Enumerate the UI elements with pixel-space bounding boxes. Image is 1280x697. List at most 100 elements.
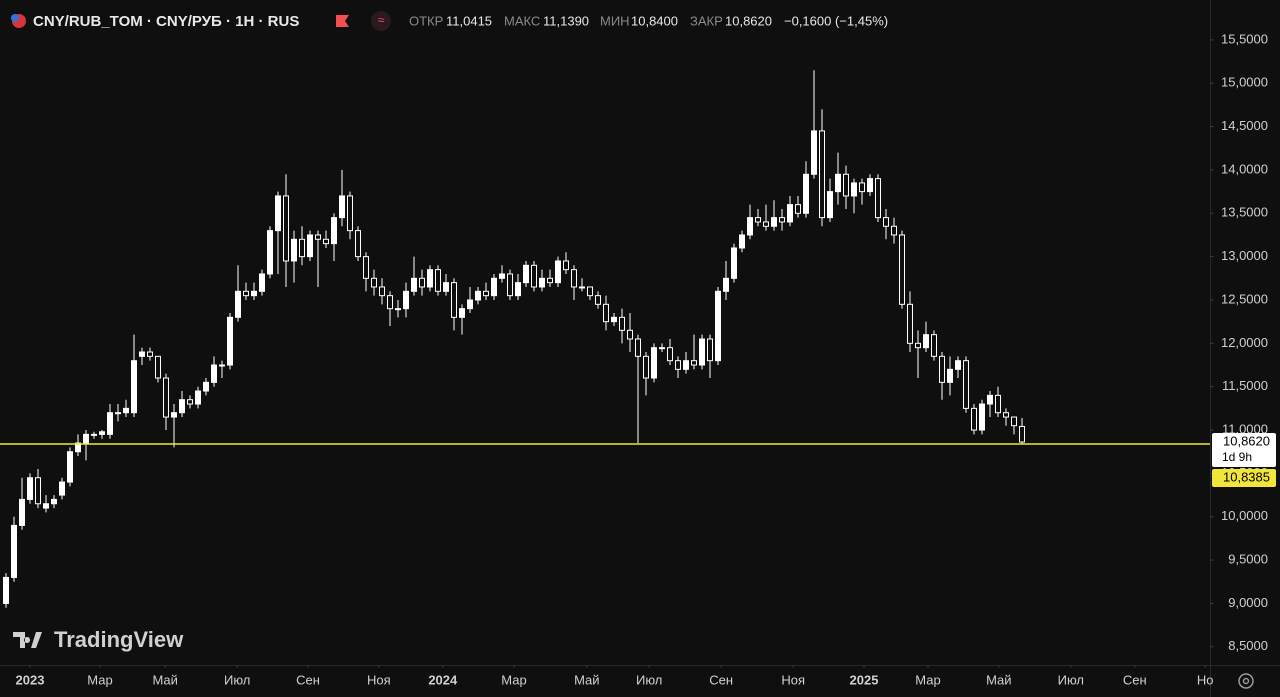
indicator-icon bbox=[371, 11, 391, 31]
candle-body bbox=[339, 195, 345, 219]
candle-body bbox=[627, 329, 633, 340]
x-tick-label: Сен bbox=[709, 672, 733, 687]
flag-icon bbox=[336, 15, 349, 27]
x-tick-label: Но bbox=[1197, 672, 1214, 687]
y-tick-label: 13,0000 bbox=[1221, 248, 1268, 263]
settings-icon[interactable] bbox=[1242, 677, 1250, 685]
x-tick-label: Ноя bbox=[781, 672, 805, 687]
candle-body bbox=[531, 264, 537, 288]
x-tick-label: Ноя bbox=[367, 672, 391, 687]
candle-body bbox=[739, 234, 745, 249]
symbol-icon bbox=[11, 14, 19, 22]
candle-body bbox=[971, 407, 977, 431]
candle-body bbox=[779, 217, 785, 223]
last-price-box bbox=[1212, 433, 1276, 468]
candle-body bbox=[259, 273, 265, 292]
x-tick-label: Июл bbox=[224, 672, 250, 687]
y-tick-label: 13,5000 bbox=[1221, 205, 1268, 220]
settings-icon[interactable] bbox=[1238, 673, 1254, 689]
candle-body bbox=[955, 360, 961, 370]
candle-body bbox=[675, 360, 681, 370]
candle-body bbox=[67, 451, 73, 483]
candle-body bbox=[699, 338, 705, 366]
candle-body bbox=[307, 234, 313, 258]
candle-body bbox=[659, 347, 665, 350]
candle-body bbox=[387, 295, 393, 310]
candle-body bbox=[443, 282, 449, 292]
candle-body bbox=[155, 355, 161, 379]
candle-body bbox=[947, 368, 953, 383]
indicator-icon-glyph: ≈ bbox=[378, 13, 385, 27]
candle-body bbox=[51, 498, 57, 505]
candle-body bbox=[811, 130, 817, 175]
candle-body bbox=[275, 195, 281, 232]
candle-body bbox=[707, 338, 713, 362]
candle-body bbox=[99, 431, 105, 435]
y-tick-label: 12,0000 bbox=[1221, 335, 1268, 350]
candle-body bbox=[347, 195, 353, 232]
candle-body bbox=[755, 217, 761, 223]
y-tick-label: 11,5000 bbox=[1222, 378, 1268, 393]
candle-body bbox=[555, 260, 561, 284]
candle-body bbox=[131, 360, 137, 414]
y-tick-label: 15,5000 bbox=[1221, 31, 1268, 46]
x-tick-label: 2023 bbox=[16, 672, 45, 687]
ohlc-label: ОТКР bbox=[409, 13, 443, 28]
candle-body bbox=[763, 221, 769, 227]
candle-body bbox=[19, 498, 25, 526]
candle-body bbox=[459, 308, 465, 318]
candle-body bbox=[219, 364, 225, 367]
candle-body bbox=[203, 381, 209, 392]
y-tick-label: 10,0000 bbox=[1221, 508, 1268, 523]
candle-body bbox=[267, 230, 273, 275]
candle-body bbox=[163, 377, 169, 418]
candle-body bbox=[547, 277, 553, 284]
price-line-label: 10,8385 bbox=[1223, 469, 1270, 484]
candle-body bbox=[115, 412, 121, 415]
candle-body bbox=[787, 204, 793, 223]
candle-body bbox=[11, 524, 17, 578]
ohlc-value: 11,1390 bbox=[543, 13, 589, 28]
candle-body bbox=[867, 178, 873, 193]
plot-area bbox=[0, 70, 1210, 608]
watermark: TradingView bbox=[13, 627, 184, 652]
x-tick-label: Июл bbox=[1058, 672, 1084, 687]
candle-body bbox=[435, 269, 441, 292]
x-tick-label: 2025 bbox=[850, 672, 879, 687]
candle-body bbox=[891, 225, 897, 236]
candle-body bbox=[3, 576, 9, 604]
candle-body bbox=[331, 217, 337, 245]
candle-body bbox=[195, 390, 201, 405]
candle-body bbox=[379, 286, 385, 297]
candle-body bbox=[579, 286, 585, 289]
candle-body bbox=[179, 399, 185, 414]
y-tick-label: 12,5000 bbox=[1221, 291, 1268, 306]
candle-body bbox=[691, 360, 697, 366]
candle-body bbox=[723, 277, 729, 292]
y-tick-label: 11,0000 bbox=[1222, 421, 1268, 436]
candle-body bbox=[123, 407, 129, 414]
candle-body bbox=[227, 316, 233, 366]
candle-body bbox=[939, 355, 945, 383]
last-price-label: 10,8620 bbox=[1223, 433, 1270, 448]
x-tick-label: Сен bbox=[296, 672, 320, 687]
x-tick-label: Май bbox=[986, 672, 1011, 687]
candle-body bbox=[907, 303, 913, 344]
candle-body bbox=[587, 286, 593, 297]
candle-body bbox=[539, 277, 545, 288]
candle-body bbox=[411, 277, 417, 292]
candle-body bbox=[43, 503, 49, 509]
candle-body bbox=[451, 282, 457, 318]
candle-body bbox=[83, 433, 89, 444]
candle-body bbox=[75, 442, 81, 453]
candle-body bbox=[59, 481, 65, 496]
y-tick-label: 15,0000 bbox=[1221, 75, 1268, 90]
candle-body bbox=[803, 173, 809, 214]
candle-body bbox=[211, 364, 217, 383]
price-line-box bbox=[1212, 469, 1276, 488]
candle-body bbox=[883, 217, 889, 227]
x-tick-label: Мар bbox=[915, 672, 940, 687]
candle-body bbox=[1011, 416, 1017, 427]
